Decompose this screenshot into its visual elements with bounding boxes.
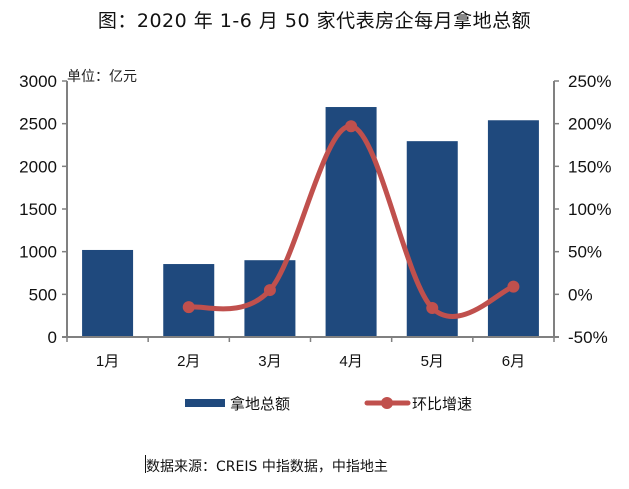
left-tick-label: 1500	[19, 200, 57, 219]
right-tick-label: 50%	[568, 243, 602, 262]
bar-6	[487, 120, 539, 338]
growth-marker	[263, 284, 276, 297]
bar-3	[244, 260, 296, 337]
right-tick-label: 0%	[568, 285, 593, 304]
x-tick-label: 5月	[421, 353, 444, 370]
right-tick-label: -50%	[568, 328, 608, 347]
axes: 0 500 1000 1500 2000 2500 3000 -50% 0% 50% 100% 150…	[19, 72, 611, 370]
unit-label: 单位：亿元	[67, 69, 137, 85]
legend-bar-swatch	[185, 399, 225, 407]
growth-marker	[345, 120, 358, 133]
left-tick-label: 2500	[19, 115, 57, 134]
legend-line-marker	[381, 397, 393, 409]
source-note: 数据来源：CREIS 中指数据，中指地主	[146, 459, 388, 475]
growth-marker	[507, 280, 520, 293]
left-tick-label: 0	[48, 328, 57, 347]
legend-bar-label: 拿地总额	[230, 395, 290, 413]
x-tick-label: 2月	[177, 353, 200, 370]
bar-1	[82, 249, 134, 337]
right-tick-label: 150%	[568, 157, 611, 176]
right-tick-label: 100%	[568, 200, 611, 219]
left-tick-label: 3000	[19, 72, 57, 91]
growth-marker	[182, 301, 195, 314]
line-series	[182, 120, 520, 319]
left-tick-label: 1000	[19, 243, 57, 262]
x-tick-label: 4月	[339, 353, 362, 370]
left-tick-label: 500	[29, 285, 57, 304]
bar-2	[163, 264, 215, 337]
x-tick-label: 6月	[502, 353, 525, 370]
legend-line-label: 环比增速	[412, 396, 472, 413]
bar-series	[82, 107, 539, 338]
growth-marker	[426, 301, 439, 314]
x-tick-label: 3月	[258, 353, 281, 370]
source-marker	[145, 455, 146, 473]
legend: 拿地总额 环比增速	[185, 395, 472, 413]
x-tick-label: 1月	[96, 353, 119, 370]
chart-title: 图：2020 年 1-6 月 50 家代表房企每月拿地总额	[97, 10, 532, 32]
right-tick-label: 250%	[568, 72, 611, 91]
left-tick-label: 2000	[19, 157, 57, 176]
right-tick-label: 200%	[568, 115, 611, 134]
